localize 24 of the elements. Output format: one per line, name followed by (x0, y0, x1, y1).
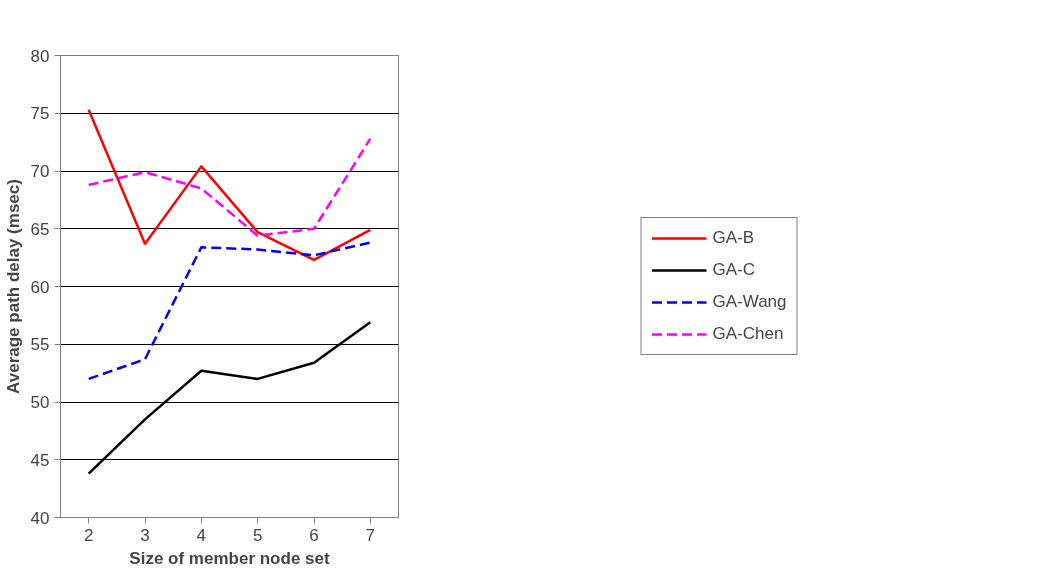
y-tick-label: 65 (30, 219, 50, 239)
x-tick-label: 4 (196, 525, 207, 545)
legend-label: GA-C (712, 260, 755, 280)
line-series (87, 241, 372, 381)
y-axis-title: Average path delay (msec) (3, 179, 23, 394)
x-tick-label: 5 (252, 525, 263, 545)
x-tick-label: 7 (365, 525, 376, 545)
y-tick-label: 75 (30, 104, 50, 124)
legend-label: GA-Wang (712, 292, 787, 312)
y-tick-label: 60 (30, 277, 50, 297)
x-axis-title: Size of member node set (129, 548, 330, 568)
y-tick-label: 80 (30, 46, 50, 66)
y-tick-label: 55 (30, 335, 50, 355)
y-tick-label: 45 (30, 450, 50, 470)
line-series (87, 108, 372, 262)
x-tick-label: 2 (83, 525, 94, 545)
y-tick-label: 40 (30, 508, 50, 528)
legend-label: GA-Chen (712, 324, 784, 344)
line-series (87, 137, 372, 237)
x-tick-label: 6 (309, 525, 319, 545)
y-tick-label: 70 (30, 162, 50, 181)
legend-label: GA-B (712, 228, 755, 248)
y-tick-label: 50 (30, 393, 50, 412)
x-tick-label: 3 (140, 525, 150, 545)
